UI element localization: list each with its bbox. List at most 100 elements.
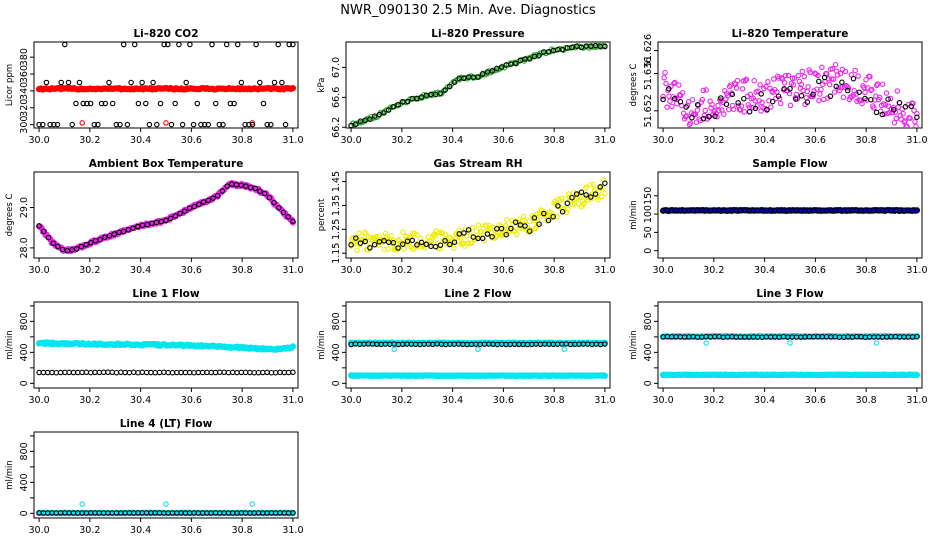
- data-point: [210, 195, 216, 201]
- data-point: [581, 200, 588, 206]
- data-point: [815, 72, 821, 79]
- data-point: [746, 109, 753, 115]
- x-tick-label: 30.6: [805, 135, 826, 146]
- data-point: [285, 369, 292, 376]
- data-point: [484, 231, 491, 237]
- x-tick-label: 30.8: [856, 395, 877, 406]
- data-point: [442, 87, 448, 93]
- data-point: [154, 121, 160, 128]
- y-tick-label: 51.636: [643, 57, 654, 90]
- y-tick-label: 51.652: [643, 94, 654, 127]
- x-tick-label: 30.6: [493, 395, 514, 406]
- data-point: [128, 79, 134, 86]
- data-point: [782, 72, 789, 79]
- data-point: [106, 79, 112, 86]
- y-tick-label: 0: [643, 380, 654, 386]
- panel-title: Sample Flow: [752, 158, 827, 170]
- data-point: [830, 76, 837, 82]
- x-tick-label: 30.0: [340, 395, 361, 406]
- data-point: [163, 120, 169, 126]
- x-tick-label: 30.2: [391, 265, 412, 276]
- x-tick-label: 30.6: [805, 265, 826, 276]
- data-point: [152, 369, 158, 376]
- data-point: [683, 113, 690, 119]
- data-point: [759, 99, 765, 106]
- data-point: [272, 369, 279, 376]
- data-point: [512, 60, 519, 67]
- y-tick-label: 29.0: [19, 197, 30, 218]
- data-point: [739, 86, 746, 92]
- data-point: [731, 80, 738, 87]
- data-point: [592, 191, 599, 197]
- data-point: [844, 87, 851, 94]
- data-point: [70, 369, 77, 376]
- data-point: [59, 246, 66, 253]
- data-point: [662, 69, 668, 76]
- data-point: [161, 42, 167, 48]
- data-point: [914, 207, 920, 214]
- data-point: [706, 114, 712, 120]
- x-tick-label: 30.8: [232, 135, 253, 146]
- data-point: [569, 44, 575, 51]
- x-tick-label: 31.0: [282, 265, 303, 276]
- data-point: [391, 346, 397, 353]
- data-point: [700, 115, 707, 122]
- x-tick-label: 30.6: [181, 265, 202, 276]
- data-point: [879, 111, 886, 118]
- data-point: [790, 82, 797, 88]
- data-point: [729, 91, 736, 98]
- plot-frame: [33, 431, 299, 519]
- data-point: [234, 42, 241, 48]
- data-point: [683, 104, 689, 110]
- data-point: [601, 177, 607, 183]
- data-point: [715, 102, 721, 109]
- data-point: [247, 369, 253, 376]
- data-point: [139, 369, 146, 376]
- data-point: [463, 233, 470, 239]
- data-point: [183, 79, 189, 86]
- y-axis-label: percent: [317, 198, 327, 231]
- y-axis-label: ml/min: [317, 330, 327, 360]
- data-point: [214, 192, 221, 199]
- data-point: [400, 229, 406, 236]
- data-point: [913, 371, 921, 379]
- data-point: [84, 100, 90, 107]
- data-point: [199, 369, 206, 376]
- data-point: [194, 100, 201, 107]
- series-2: [348, 42, 608, 128]
- data-point: [838, 84, 845, 91]
- data-point: [730, 106, 737, 112]
- data-point: [187, 42, 193, 48]
- data-point: [913, 123, 919, 128]
- data-point: [531, 215, 538, 221]
- data-point: [148, 369, 154, 376]
- data-point: [716, 107, 722, 114]
- data-point: [819, 64, 825, 71]
- x-tick-label: 30.2: [391, 395, 412, 406]
- data-point: [817, 91, 823, 97]
- data-point: [837, 70, 844, 77]
- panel-2: Li–820 Pressure 30.0 30.2 30.4 30.6 30.8 31.0 6…: [317, 28, 616, 146]
- data-point: [470, 234, 477, 240]
- data-point: [758, 91, 764, 97]
- data-point: [891, 106, 897, 113]
- data-point: [902, 104, 909, 110]
- data-point: [914, 333, 920, 340]
- data-point: [679, 89, 686, 96]
- data-point: [868, 96, 874, 103]
- data-point: [163, 217, 169, 224]
- data-point: [479, 71, 486, 77]
- data-point: [251, 369, 257, 376]
- data-point: [95, 121, 101, 128]
- data-point: [902, 118, 908, 124]
- data-point: [246, 121, 252, 128]
- data-point: [904, 123, 910, 128]
- data-point: [751, 77, 757, 84]
- data-point: [432, 243, 439, 250]
- plot-frame: [345, 171, 611, 259]
- data-point: [885, 103, 892, 109]
- data-point: [559, 46, 566, 53]
- data-point: [238, 369, 245, 376]
- x-tick-label: 31.0: [906, 395, 927, 406]
